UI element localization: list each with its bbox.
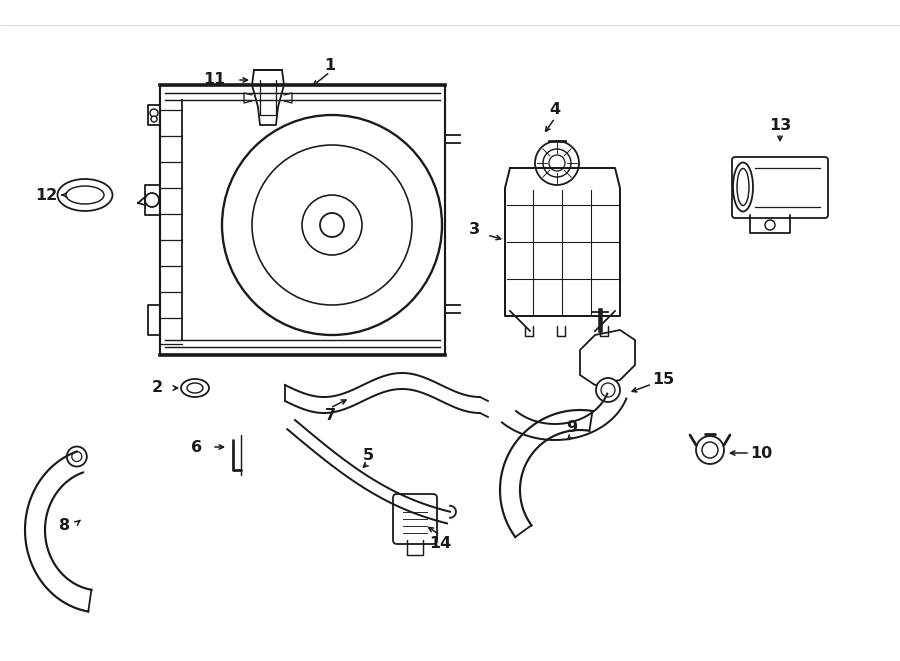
- Text: 10: 10: [750, 446, 772, 461]
- Text: 11: 11: [202, 73, 225, 87]
- FancyBboxPatch shape: [393, 494, 437, 544]
- Circle shape: [535, 141, 579, 185]
- Text: 3: 3: [469, 223, 480, 237]
- Circle shape: [320, 213, 344, 237]
- Ellipse shape: [181, 379, 209, 397]
- Text: 9: 9: [566, 420, 578, 434]
- Circle shape: [765, 220, 775, 230]
- Text: 1: 1: [324, 58, 336, 73]
- Text: 7: 7: [324, 407, 336, 422]
- Ellipse shape: [58, 179, 112, 211]
- Circle shape: [543, 149, 571, 177]
- Ellipse shape: [187, 383, 203, 393]
- Text: 4: 4: [549, 102, 561, 118]
- Circle shape: [67, 447, 86, 467]
- Text: 8: 8: [58, 518, 70, 533]
- Circle shape: [596, 378, 620, 402]
- Text: 15: 15: [652, 373, 674, 387]
- FancyBboxPatch shape: [160, 85, 445, 355]
- Circle shape: [222, 115, 442, 335]
- FancyBboxPatch shape: [732, 157, 828, 218]
- Text: 14: 14: [429, 535, 451, 551]
- Circle shape: [150, 109, 158, 117]
- Ellipse shape: [733, 163, 753, 212]
- Text: 5: 5: [363, 447, 374, 463]
- Circle shape: [151, 116, 157, 122]
- Circle shape: [601, 383, 615, 397]
- Circle shape: [696, 436, 724, 464]
- Text: 2: 2: [152, 381, 163, 395]
- Text: 12: 12: [35, 188, 58, 202]
- Circle shape: [302, 195, 362, 255]
- Polygon shape: [580, 330, 635, 385]
- Circle shape: [252, 145, 412, 305]
- Circle shape: [702, 442, 718, 458]
- Ellipse shape: [737, 169, 749, 206]
- Text: 6: 6: [191, 440, 202, 455]
- Text: 13: 13: [769, 118, 791, 132]
- Circle shape: [72, 451, 82, 461]
- Ellipse shape: [66, 186, 104, 204]
- Circle shape: [145, 193, 159, 207]
- Circle shape: [549, 155, 565, 171]
